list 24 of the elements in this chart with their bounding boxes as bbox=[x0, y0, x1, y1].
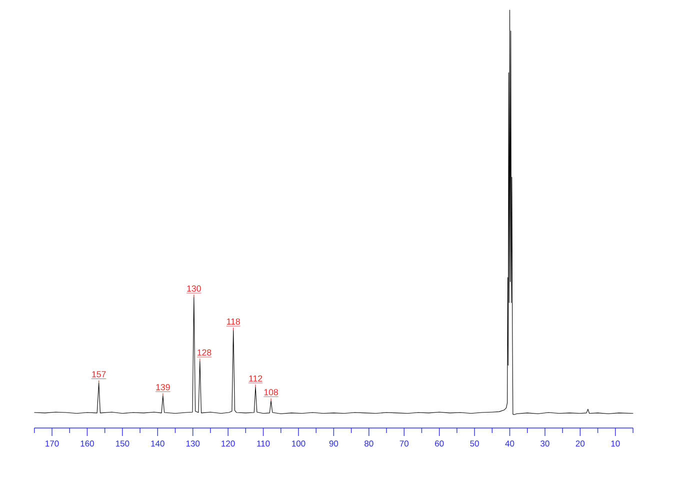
x-tick-label: 20 bbox=[576, 440, 585, 447]
annotation: 118 bbox=[227, 318, 240, 325]
annotation: 157 bbox=[92, 371, 106, 378]
x-tick-label: 170 bbox=[46, 440, 59, 447]
x-tick-label: 40 bbox=[505, 440, 514, 447]
annotation: 139 bbox=[156, 384, 170, 390]
x-tick-label: 70 bbox=[400, 440, 409, 447]
x-tick-label: 10 bbox=[611, 440, 620, 447]
x-tick-label: 150 bbox=[116, 440, 130, 447]
x-tick-label: 110 bbox=[257, 440, 270, 447]
x-tick-label: 100 bbox=[292, 440, 306, 447]
x-tick-label: 130 bbox=[186, 440, 200, 447]
annotation: 108 bbox=[264, 389, 278, 396]
annotation: 128 bbox=[198, 349, 212, 356]
x-tick-label: 30 bbox=[540, 440, 550, 447]
x-tick-label: 90 bbox=[329, 440, 338, 447]
x-tick-label: 50 bbox=[470, 440, 479, 447]
x-tick-label: 160 bbox=[80, 440, 94, 447]
x-tick-label: 120 bbox=[222, 440, 235, 447]
annotation: 130 bbox=[187, 285, 201, 292]
annotation: 112 bbox=[249, 375, 262, 382]
x-tick-label: 60 bbox=[435, 440, 444, 447]
x-tick-label: 140 bbox=[151, 440, 164, 447]
x-tick-label: 80 bbox=[364, 440, 374, 447]
